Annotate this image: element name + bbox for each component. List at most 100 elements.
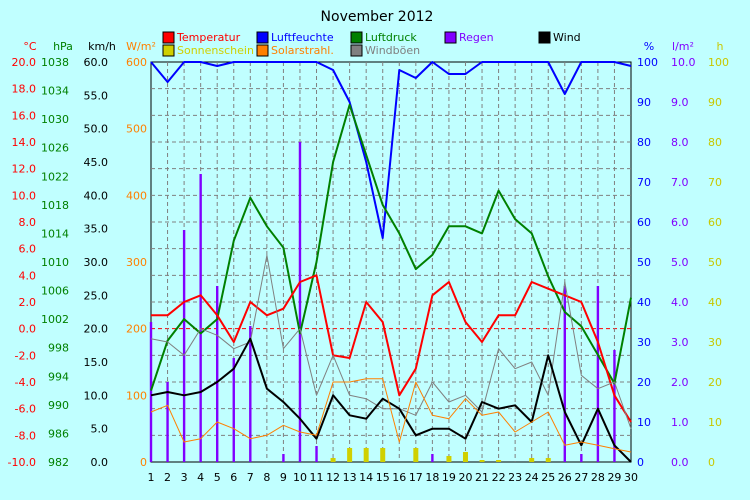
y-tick-label-temp: 10.0 <box>12 189 37 202</box>
y-tick-label-wind: 20.0 <box>84 323 109 336</box>
axis-unit-humidity: % <box>644 40 654 53</box>
chart-title: November 2012 <box>321 9 434 25</box>
legend-label: Sonnenschein <box>177 44 254 57</box>
y-tick-label-temp: 20.0 <box>12 56 37 69</box>
y-tick-label-pressure: 1026 <box>41 142 69 155</box>
y-tick-label-humidity: 100 <box>637 56 658 69</box>
y-tick-label-temp: -8.0 <box>15 429 36 442</box>
bar-sonnenschein <box>363 448 369 462</box>
y-tick-label-pressure: 1022 <box>41 170 69 183</box>
x-tick-label: 7 <box>247 471 254 484</box>
legend-swatch <box>538 31 551 44</box>
x-tick-label: 6 <box>230 471 237 484</box>
y-tick-label-temp: 16.0 <box>12 109 37 122</box>
y-tick-label-wind: 25.0 <box>84 289 109 302</box>
y-tick-label-wind: 30.0 <box>84 256 109 269</box>
y-tick-label-pressure: 1030 <box>41 113 69 126</box>
plot-area <box>150 61 632 463</box>
x-tick-label: 19 <box>442 471 456 484</box>
axis-unit-solar: W/m² <box>126 40 156 53</box>
y-tick-label-wind: 5.0 <box>91 423 109 436</box>
y-tick-label-humidity: 30 <box>637 336 651 349</box>
y-tick-label-sun: 10 <box>708 416 722 429</box>
bar-sonnenschein <box>545 458 551 462</box>
y-tick-label-temp: 18.0 <box>12 83 37 96</box>
y-tick-label-rain: 0.0 <box>671 456 689 469</box>
axis-unit-temp: °C <box>23 40 37 53</box>
y-tick-label-rain: 6.0 <box>671 216 689 229</box>
x-tick-label: 28 <box>591 471 605 484</box>
y-tick-label-pressure: 1010 <box>41 256 69 269</box>
x-tick-label: 16 <box>392 471 406 484</box>
bar-regen <box>232 358 235 462</box>
y-tick-label-humidity: 80 <box>637 136 651 149</box>
y-tick-label-temp: 6.0 <box>19 243 37 256</box>
y-tick-label-wind: 15.0 <box>84 356 109 369</box>
legend-swatch <box>256 44 269 57</box>
y-tick-label-pressure: 1018 <box>41 199 69 212</box>
bar-regen <box>613 350 616 462</box>
legend-label: Wind <box>553 31 581 44</box>
x-tick-label: 26 <box>558 471 572 484</box>
y-tick-label-rain: 5.0 <box>671 256 689 269</box>
bar-sonnenschein <box>529 458 535 462</box>
x-tick-label: 27 <box>574 471 588 484</box>
y-tick-label-solar: 200 <box>126 323 147 336</box>
x-tick-label: 12 <box>326 471 340 484</box>
legend-swatch <box>256 31 269 44</box>
y-tick-label-temp: -6.0 <box>15 403 36 416</box>
y-tick-label-pressure: 1034 <box>41 85 69 98</box>
legend-swatch <box>350 44 363 57</box>
y-tick-label-pressure: 994 <box>48 370 69 383</box>
bar-regen <box>563 286 566 462</box>
x-tick-label: 2 <box>164 471 171 484</box>
y-tick-label-rain: 8.0 <box>671 136 689 149</box>
y-tick-label-temp: 2.0 <box>19 296 37 309</box>
bar-regen <box>199 174 202 462</box>
y-tick-label-rain: 4.0 <box>671 296 689 309</box>
x-tick-label: 17 <box>409 471 423 484</box>
y-tick-label-humidity: 60 <box>637 216 651 229</box>
bar-regen <box>282 454 285 462</box>
y-tick-label-pressure: 1038 <box>41 56 69 69</box>
axis-unit-sun: h <box>717 40 724 53</box>
y-tick-label-pressure: 986 <box>48 427 69 440</box>
y-tick-label-sun: 0 <box>708 456 715 469</box>
bar-regen <box>166 382 169 462</box>
x-tick-label: 9 <box>280 471 287 484</box>
bar-regen <box>431 454 434 462</box>
x-tick-label: 3 <box>181 471 188 484</box>
y-tick-label-humidity: 70 <box>637 176 651 189</box>
legend-label: Temperatur <box>176 31 241 44</box>
y-tick-label-pressure: 1006 <box>41 285 69 298</box>
y-tick-label-wind: 50.0 <box>84 123 109 136</box>
y-tick-label-rain: 3.0 <box>671 336 689 349</box>
bar-series <box>149 142 616 462</box>
x-tick-label: 8 <box>263 471 270 484</box>
y-tick-label-sun: 100 <box>708 56 729 69</box>
bar-sonnenschein <box>380 448 386 462</box>
x-tick-label: 11 <box>310 471 324 484</box>
legend-label: Windböen <box>365 44 420 57</box>
y-tick-label-pressure: 1014 <box>41 227 69 240</box>
y-tick-label-temp: 14.0 <box>12 136 37 149</box>
y-tick-label-wind: 35.0 <box>84 223 109 236</box>
line-series <box>150 61 632 463</box>
y-tick-label-pressure: 990 <box>48 399 69 412</box>
y-tick-label-sun: 50 <box>708 256 722 269</box>
y-tick-label-rain: 9.0 <box>671 96 689 109</box>
bar-regen <box>216 286 219 462</box>
y-tick-label-wind: 45.0 <box>84 156 109 169</box>
x-tick-label: 20 <box>458 471 472 484</box>
x-tick-label: 29 <box>607 471 621 484</box>
legend: Temperatur Luftfeuchte Luftdruck Regen Wind S… <box>162 31 581 57</box>
bar-sonnenschein <box>496 460 502 462</box>
y-tick-label-humidity: 40 <box>637 296 651 309</box>
y-tick-label-wind: 40.0 <box>84 189 109 202</box>
x-tick-label: 30 <box>624 471 638 484</box>
bar-regen <box>298 142 302 462</box>
x-tick-label: 22 <box>492 471 506 484</box>
y-tick-label-sun: 40 <box>708 296 722 309</box>
y-tick-label-sun: 30 <box>708 336 722 349</box>
y-tick-label-humidity: 50 <box>637 256 651 269</box>
